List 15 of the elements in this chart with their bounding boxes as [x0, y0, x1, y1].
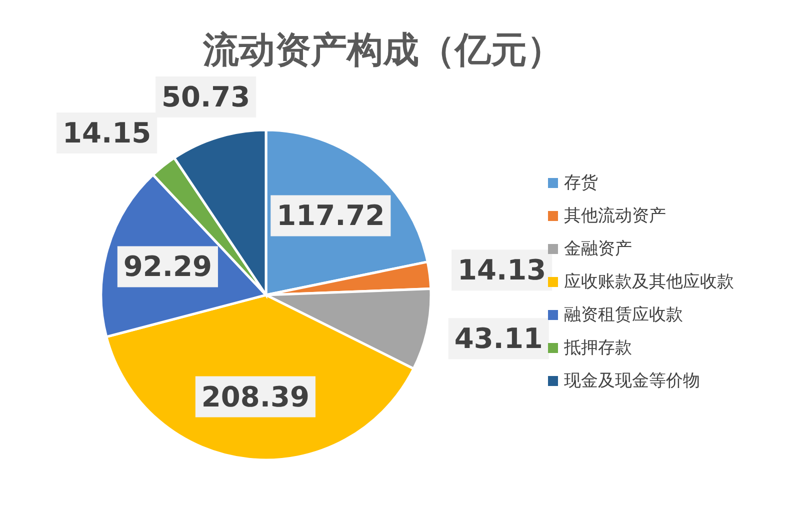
data-label: 92.29 — [123, 250, 212, 284]
legend-label: 金融资产 — [564, 239, 632, 259]
legend-label: 融资租赁应收款 — [564, 305, 683, 325]
data-label: 50.73 — [162, 80, 250, 114]
data-label: 14.13 — [458, 254, 546, 287]
data-label: 14.15 — [62, 116, 152, 150]
data-label: 43.11 — [454, 322, 543, 356]
legend-label: 应收账款及其他应收款 — [564, 272, 734, 292]
data-label: 208.39 — [201, 380, 310, 414]
legend-label: 现金及现金等价物 — [564, 371, 700, 391]
legend-label: 其他流动资产 — [564, 206, 666, 226]
data-label: 117.72 — [276, 199, 385, 232]
chart-title: 流动资产构成（亿元） — [202, 30, 563, 71]
legend-label: 抵押存款 — [563, 338, 632, 358]
legend-label: 存货 — [564, 173, 598, 193]
